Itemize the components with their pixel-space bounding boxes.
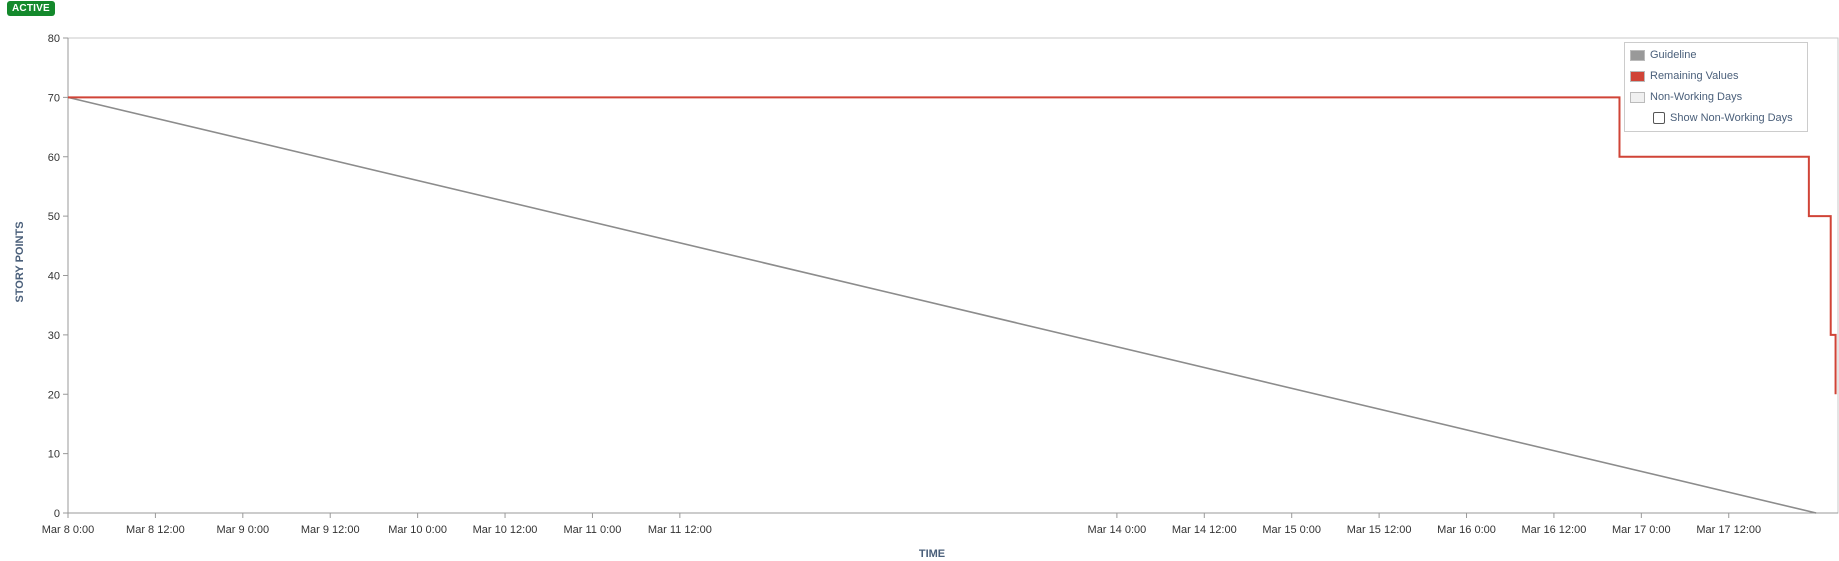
x-tick-label: Mar 15 12:00 xyxy=(1347,524,1412,536)
x-tick-label: Mar 10 0:00 xyxy=(388,524,447,536)
legend-label: Guideline xyxy=(1650,49,1697,61)
x-tick-label: Mar 16 0:00 xyxy=(1437,524,1496,536)
legend-item-non-working-days: Non-Working Days xyxy=(1630,89,1742,105)
x-tick-label: Mar 17 12:00 xyxy=(1696,524,1761,536)
y-tick-label: 50 xyxy=(48,211,60,223)
x-tick-label: Mar 10 12:00 xyxy=(473,524,538,536)
x-tick-label: Mar 9 0:00 xyxy=(217,524,270,536)
chart-series xyxy=(67,96,1837,514)
chart-axes xyxy=(67,37,1839,514)
chart-legend: Guideline Remaining Values Non-Working D… xyxy=(1624,42,1808,132)
y-tick-label: 70 xyxy=(48,92,60,104)
x-tick-label: Mar 11 0:00 xyxy=(563,524,621,536)
legend-swatch-non-working-days xyxy=(1630,91,1645,103)
show-non-working-days-checkbox[interactable] xyxy=(1653,112,1665,124)
x-tick-label: Mar 8 0:00 xyxy=(42,524,95,536)
series-line-guideline xyxy=(67,96,1817,514)
x-tick-label: Mar 16 12:00 xyxy=(1522,524,1587,536)
x-tick-label: Mar 14 12:00 xyxy=(1172,524,1237,536)
show-non-working-days-toggle[interactable]: Show Non-Working Days xyxy=(1653,112,1793,124)
legend-label: Non-Working Days xyxy=(1650,91,1743,103)
y-axis-title: STORY POINTS xyxy=(14,221,26,302)
legend-item-remaining-values: Remaining Values xyxy=(1630,68,1738,84)
x-tick-label: Mar 17 0:00 xyxy=(1612,524,1671,536)
x-axis-ticks: Mar 8 0:00 Mar 8 12:00 Mar 9 0:00 Mar 9 12:… xyxy=(42,513,1761,536)
legend-item-guideline: Guideline xyxy=(1630,47,1696,63)
legend-label: Remaining Values xyxy=(1650,70,1739,82)
x-tick-label: Mar 9 12:00 xyxy=(301,524,360,536)
y-tick-label: 30 xyxy=(48,330,60,342)
y-tick-label: 20 xyxy=(48,389,60,401)
x-axis-title: TIME xyxy=(919,548,945,560)
x-tick-label: Mar 11 12:00 xyxy=(648,524,712,536)
legend-swatch-guideline xyxy=(1630,49,1645,61)
y-tick-label: 80 xyxy=(48,33,60,45)
legend-swatch-remaining-values xyxy=(1630,70,1645,82)
series-line-remaining-values xyxy=(68,96,1837,395)
y-tick-label: 0 xyxy=(54,508,60,520)
x-tick-label: Mar 15 0:00 xyxy=(1262,524,1321,536)
status-badge: ACTIVE xyxy=(7,1,55,16)
y-tick-label: 40 xyxy=(48,271,60,283)
show-non-working-days-label: Show Non-Working Days xyxy=(1670,112,1793,124)
plot-area-border xyxy=(67,37,1839,514)
y-tick-label: 60 xyxy=(48,152,60,164)
y-axis-ticks: 0 10 20 30 40 50 60 70 80 xyxy=(48,33,68,520)
x-tick-label: Mar 14 0:00 xyxy=(1088,524,1147,536)
x-tick-label: Mar 8 12:00 xyxy=(126,524,185,536)
y-tick-label: 10 xyxy=(48,449,60,461)
